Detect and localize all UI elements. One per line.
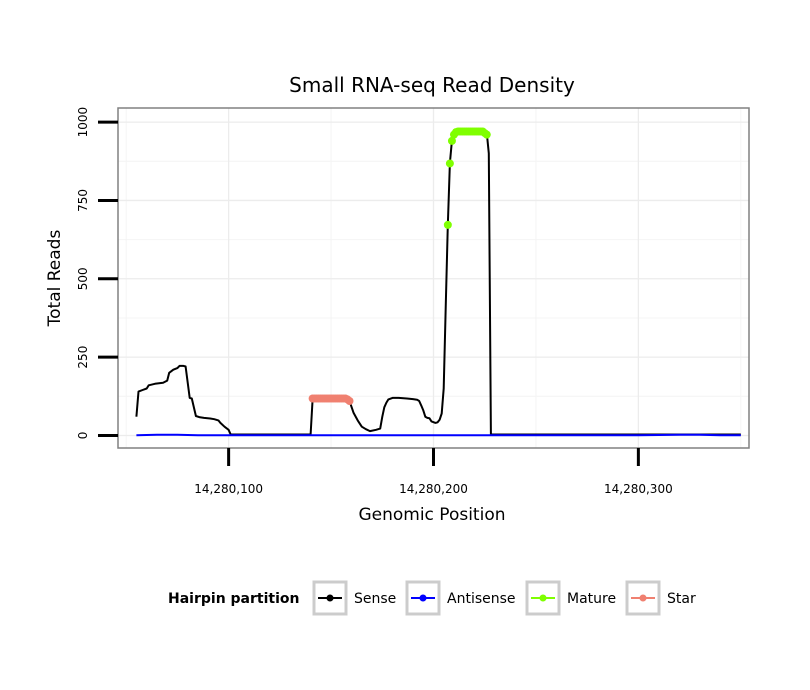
series-line-sense <box>135 130 741 436</box>
legend-label-sense: Sense <box>354 591 396 607</box>
legend-label-mature: Mature <box>567 591 616 607</box>
x-tick-label: 14,280,200 <box>399 482 468 496</box>
legend-key-point-mature <box>539 594 547 602</box>
series-layer <box>135 127 741 437</box>
legend-key-point-sense <box>326 594 334 602</box>
y-tick-label: 500 <box>76 267 90 290</box>
x-tick-label: 14,280,300 <box>604 482 673 496</box>
data-point-mature <box>482 130 491 139</box>
y-tick-label: 250 <box>76 346 90 369</box>
legend-title: Hairpin partition <box>168 591 299 607</box>
data-point-star <box>345 396 354 405</box>
legend-key-point-antisense <box>419 594 427 602</box>
x-tick-label: 14,280,100 <box>194 482 263 496</box>
data-point-mature <box>443 220 452 229</box>
y-axis-title: Total Reads <box>45 230 65 328</box>
grid <box>118 108 749 448</box>
legend: Hairpin partition Sense Antisense Mature St… <box>168 580 696 616</box>
legend-label-star: Star <box>667 591 696 607</box>
x-axis-title: Genomic Position <box>358 505 505 525</box>
y-tick-label: 0 <box>76 432 90 440</box>
x-axis: 14,280,100 14,280,200 14,280,300 <box>194 448 673 496</box>
y-tick-label: 750 <box>76 189 90 212</box>
legend-key-point-star <box>639 594 647 602</box>
data-point-mature <box>447 136 456 145</box>
legend-label-antisense: Antisense <box>447 591 516 607</box>
y-tick-label: 1000 <box>76 107 90 138</box>
data-point-mature <box>445 159 454 168</box>
chart-title: Small RNA-seq Read Density <box>289 73 575 97</box>
y-axis: 0 250 500 750 1000 <box>76 107 118 439</box>
